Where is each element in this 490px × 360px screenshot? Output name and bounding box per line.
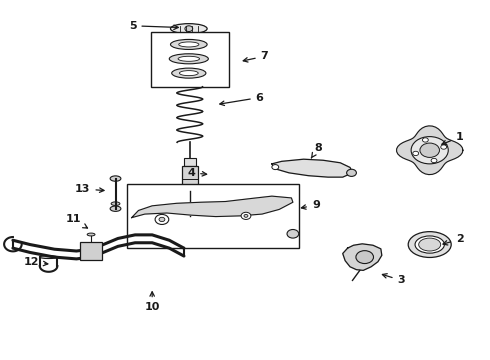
Bar [151, 32, 229, 87]
Bar [80, 242, 102, 260]
Polygon shape [272, 159, 352, 177]
Text: 8: 8 [311, 143, 322, 158]
Ellipse shape [171, 24, 207, 34]
Circle shape [244, 215, 248, 217]
Text: 3: 3 [382, 274, 405, 285]
Circle shape [420, 143, 440, 157]
Ellipse shape [184, 215, 196, 219]
Circle shape [155, 215, 169, 225]
Text: 13: 13 [75, 184, 104, 194]
Ellipse shape [111, 202, 120, 206]
Text: 11: 11 [65, 215, 88, 228]
Circle shape [346, 169, 356, 176]
Circle shape [287, 229, 299, 238]
Ellipse shape [182, 212, 197, 215]
Circle shape [272, 165, 279, 170]
Ellipse shape [87, 233, 95, 236]
Circle shape [241, 212, 251, 220]
Ellipse shape [110, 176, 121, 181]
Text: 1: 1 [442, 132, 464, 145]
Ellipse shape [172, 68, 206, 78]
Bar [127, 184, 299, 248]
Ellipse shape [408, 231, 451, 257]
Ellipse shape [418, 238, 441, 251]
Text: 5: 5 [129, 21, 178, 31]
Circle shape [356, 251, 373, 264]
Ellipse shape [179, 42, 199, 47]
Bar [184, 158, 196, 166]
Circle shape [431, 158, 437, 163]
Circle shape [413, 151, 418, 156]
Text: 10: 10 [145, 292, 160, 312]
Polygon shape [132, 196, 293, 218]
Circle shape [411, 136, 448, 164]
Ellipse shape [182, 204, 197, 207]
Circle shape [159, 217, 165, 222]
Circle shape [441, 145, 446, 149]
Bar [182, 166, 197, 192]
Ellipse shape [169, 54, 208, 64]
Ellipse shape [178, 56, 199, 61]
Polygon shape [343, 244, 382, 270]
Ellipse shape [171, 40, 207, 49]
Text: 12: 12 [24, 257, 48, 267]
Ellipse shape [415, 236, 444, 253]
Text: 6: 6 [220, 93, 264, 105]
Text: 2: 2 [443, 234, 464, 245]
Ellipse shape [110, 206, 121, 211]
Ellipse shape [40, 256, 57, 258]
Ellipse shape [182, 208, 197, 211]
Ellipse shape [179, 71, 198, 76]
Circle shape [185, 26, 193, 32]
Circle shape [422, 138, 428, 142]
Text: 7: 7 [243, 51, 269, 62]
Polygon shape [396, 126, 463, 175]
Text: 4: 4 [187, 168, 207, 178]
Text: 9: 9 [301, 200, 320, 210]
